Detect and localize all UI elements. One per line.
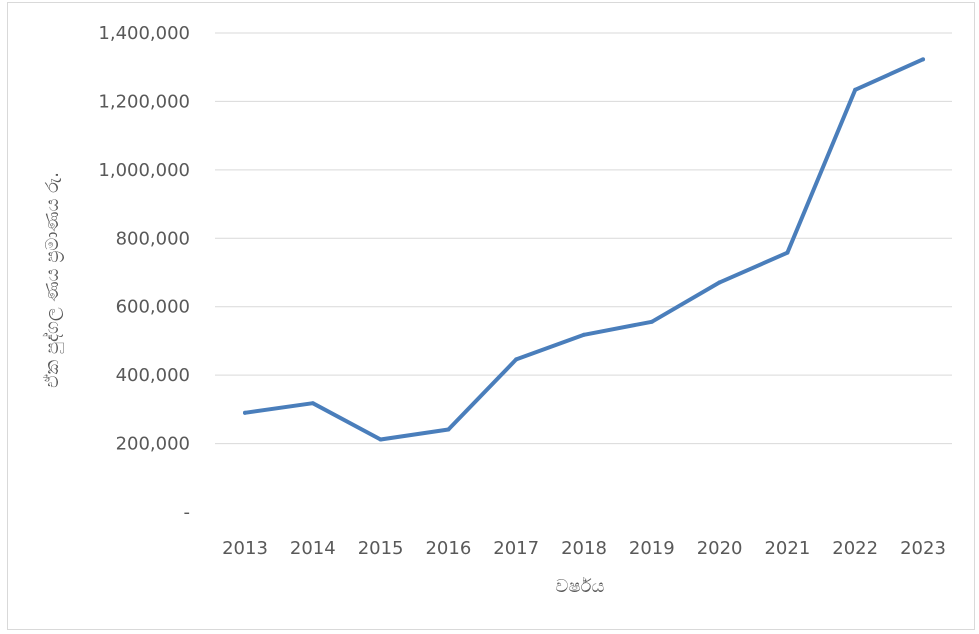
data-point <box>378 437 383 442</box>
x-tick-label: 2019 <box>629 538 675 559</box>
x-tick-label: 2022 <box>832 538 878 559</box>
x-axis-ticks: 2013 2014 2015 2016 2017 2018 2019 2020 2021 2022… <box>222 538 946 559</box>
data-point <box>243 410 247 415</box>
data-point <box>921 57 925 62</box>
y-tick-label: 1,000,000 <box>98 160 190 181</box>
x-tick-label: 2020 <box>697 538 743 559</box>
x-tick-label: 2017 <box>493 538 539 559</box>
chart-frame <box>7 2 975 630</box>
series-group <box>243 57 925 442</box>
y-tick-label: 400,000 <box>116 365 190 386</box>
data-point <box>582 332 586 337</box>
y-tick-label: 200,000 <box>116 434 190 455</box>
data-point <box>785 250 790 255</box>
y-tick-label: - <box>184 502 191 523</box>
x-tick-label: 2018 <box>561 538 607 559</box>
x-tick-label: 2023 <box>900 538 946 559</box>
y-axis-title: ඒක පුද්ගල ණය ප්‍රමාණය රු. <box>42 172 64 388</box>
x-tick-label: 2013 <box>222 538 268 559</box>
data-point <box>853 87 858 92</box>
data-point <box>310 401 315 406</box>
x-axis-title: වර්ෂය <box>556 576 605 597</box>
y-tick-label: 800,000 <box>116 228 190 249</box>
y-tick-label: 1,400,000 <box>98 23 190 44</box>
y-tick-label: 1,200,000 <box>98 91 190 112</box>
y-axis-ticks: - 200,000 400,000 600,000 800,000 1,000,000 1,… <box>98 23 190 523</box>
data-point <box>514 357 519 362</box>
x-tick-label: 2014 <box>290 538 336 559</box>
y-tick-label: 600,000 <box>116 297 190 318</box>
data-point <box>717 280 722 285</box>
data-point <box>446 427 451 432</box>
gridlines <box>215 32 952 445</box>
x-tick-label: 2016 <box>425 538 471 559</box>
data-point <box>649 319 654 324</box>
x-tick-label: 2015 <box>358 538 404 559</box>
x-tick-label: 2021 <box>764 538 810 559</box>
series-line <box>243 57 925 442</box>
